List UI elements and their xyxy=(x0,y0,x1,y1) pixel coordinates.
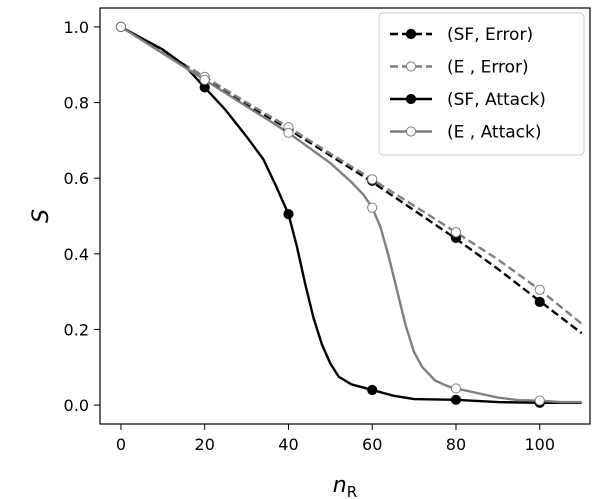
x-tick-label: 100 xyxy=(524,435,555,454)
data-point xyxy=(115,21,127,33)
y-tick-label: 0.4 xyxy=(64,245,89,264)
axes-frame xyxy=(99,7,591,425)
legend-marker xyxy=(405,93,417,105)
data-point xyxy=(283,209,294,220)
data-point xyxy=(534,395,545,406)
data-point xyxy=(450,383,462,394)
data-point xyxy=(367,384,378,396)
legend-label: (E , Attack) xyxy=(447,123,542,143)
data-point xyxy=(534,296,545,307)
axes xyxy=(99,7,591,425)
series-markers-3 xyxy=(115,21,545,406)
legend-label: (SF, Attack) xyxy=(447,90,546,110)
data-point xyxy=(450,394,462,405)
legend-label: (E , Error) xyxy=(447,58,529,78)
legend: (SF, Error) (E , Error) (SF, Attack) (E , A… xyxy=(378,12,585,156)
data-point xyxy=(534,284,545,295)
x-tick-label: 80 xyxy=(446,435,466,454)
series-1 xyxy=(120,25,583,325)
legend-marker xyxy=(405,28,417,40)
x-tick-label: 0 xyxy=(116,435,126,454)
series-line xyxy=(120,25,582,405)
data-point xyxy=(199,74,210,85)
x-tick-label: 20 xyxy=(195,435,215,454)
y-tick-label: 0.2 xyxy=(64,320,89,339)
y-tick-label: 0.6 xyxy=(64,169,89,188)
y-axis-label: S xyxy=(29,209,54,223)
legend-marker xyxy=(405,126,417,137)
data-point xyxy=(450,227,462,238)
data-point xyxy=(367,174,378,185)
series-2 xyxy=(120,25,582,405)
data-point xyxy=(283,127,294,138)
y-tick-label: 0.0 xyxy=(64,396,89,415)
legend-box xyxy=(378,12,585,156)
y-tick-label: 0.8 xyxy=(64,94,89,113)
legend-label: (SF, Error) xyxy=(447,25,533,45)
ticks: 0 20 40 60 80 100 0.0 0.2 0.4 0.6 0.8 1.0 xyxy=(64,18,555,454)
data-point xyxy=(367,202,378,213)
legend-marker xyxy=(405,61,417,72)
x-axis-label: nR xyxy=(333,473,357,499)
y-tick-label: 1.0 xyxy=(64,18,89,37)
x-tick-label: 40 xyxy=(278,435,298,454)
plot-area xyxy=(115,21,583,408)
x-tick-label: 60 xyxy=(362,435,382,454)
series-line xyxy=(120,25,583,325)
